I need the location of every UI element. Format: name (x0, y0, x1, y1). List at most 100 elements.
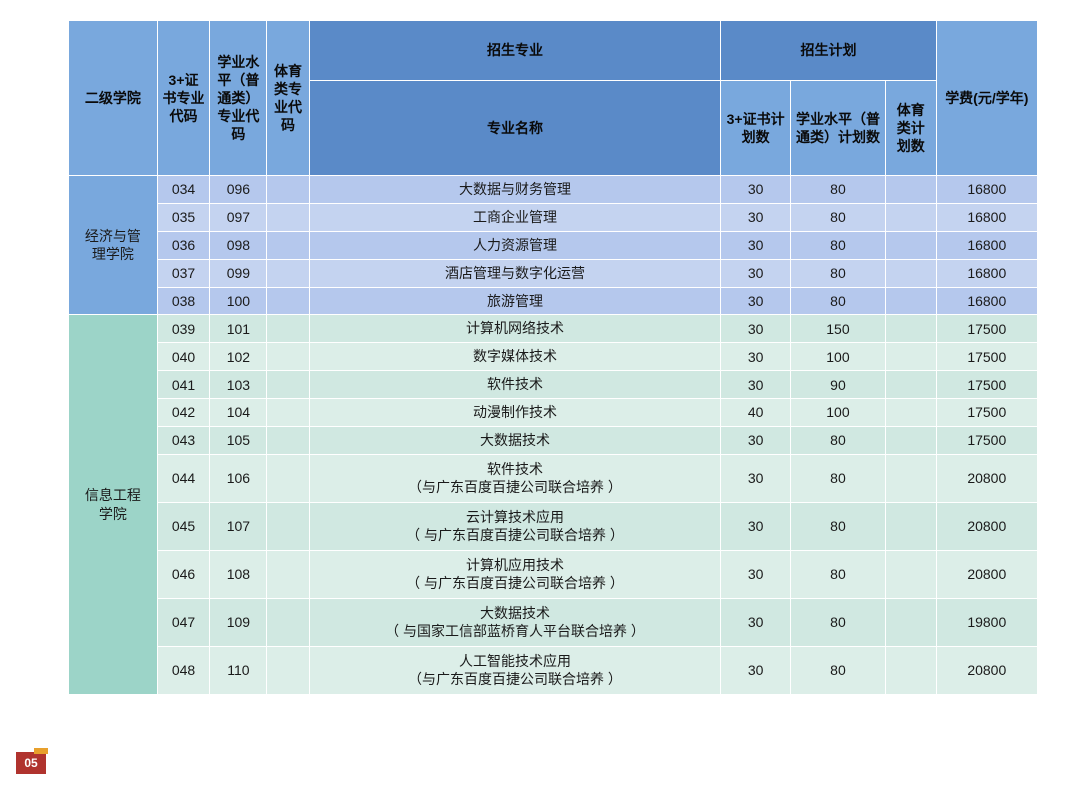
planAcad-cell: 80 (790, 176, 885, 204)
column-header: 体育类计划数 (885, 81, 936, 176)
planAcad-cell: 80 (790, 598, 885, 646)
code3-cell: 035 (157, 203, 210, 231)
column-header: 专业名称 (309, 81, 721, 176)
college-cell: 经济与管理学院 (69, 176, 158, 315)
codeAcad-cell: 100 (210, 287, 267, 315)
fee-cell: 20800 (936, 454, 1037, 502)
code3-cell: 041 (157, 371, 210, 399)
codeAcad-cell: 098 (210, 231, 267, 259)
plan3-cell: 30 (721, 371, 791, 399)
table-row: 038100旅游管理308016800 (69, 287, 1038, 315)
code3-cell: 048 (157, 646, 210, 694)
planPE-cell (885, 371, 936, 399)
column-header: 学业水平（普通类）专业代码 (210, 21, 267, 176)
plan3-cell: 40 (721, 399, 791, 427)
codeAcad-cell: 108 (210, 550, 267, 598)
fee-cell: 20800 (936, 646, 1037, 694)
code3-cell: 040 (157, 343, 210, 371)
code3-cell: 038 (157, 287, 210, 315)
planAcad-cell: 80 (790, 287, 885, 315)
table-row: 046108计算机应用技术（ 与广东百度百捷公司联合培养 ）308020800 (69, 550, 1038, 598)
plan3-cell: 30 (721, 646, 791, 694)
plan3-cell: 30 (721, 259, 791, 287)
planPE-cell (885, 287, 936, 315)
plan3-cell: 30 (721, 176, 791, 204)
plan3-cell: 30 (721, 502, 791, 550)
codePE-cell (267, 315, 309, 343)
table-row: 经济与管理学院034096大数据与财务管理308016800 (69, 176, 1038, 204)
planAcad-cell: 100 (790, 399, 885, 427)
codePE-cell (267, 287, 309, 315)
codePE-cell (267, 427, 309, 455)
major-name-cell: 人力资源管理 (309, 231, 721, 259)
codePE-cell (267, 550, 309, 598)
major-name-cell: 数字媒体技术 (309, 343, 721, 371)
major-name-cell: 大数据技术 (309, 427, 721, 455)
code3-cell: 036 (157, 231, 210, 259)
planAcad-cell: 80 (790, 259, 885, 287)
planPE-cell (885, 176, 936, 204)
planPE-cell (885, 399, 936, 427)
column-header: 招生计划 (721, 21, 936, 81)
fee-cell: 17500 (936, 427, 1037, 455)
codePE-cell (267, 454, 309, 502)
major-name-cell: 软件技术（与广东百度百捷公司联合培养 ） (309, 454, 721, 502)
major-name-cell: 酒店管理与数字化运营 (309, 259, 721, 287)
planAcad-cell: 80 (790, 550, 885, 598)
fee-cell: 20800 (936, 502, 1037, 550)
codeAcad-cell: 104 (210, 399, 267, 427)
codeAcad-cell: 106 (210, 454, 267, 502)
planAcad-cell: 80 (790, 427, 885, 455)
fee-cell: 17500 (936, 315, 1037, 343)
code3-cell: 039 (157, 315, 210, 343)
major-name-cell: 大数据技术（ 与国家工信部蓝桥育人平台联合培养 ） (309, 598, 721, 646)
fee-cell: 17500 (936, 399, 1037, 427)
college-cell: 信息工程学院 (69, 315, 158, 694)
code3-cell: 043 (157, 427, 210, 455)
page: 二级学院3+证书专业代码学业水平（普通类）专业代码体育类专业代码招生专业招生计划… (0, 0, 1080, 790)
planAcad-cell: 80 (790, 231, 885, 259)
admissions-table: 二级学院3+证书专业代码学业水平（普通类）专业代码体育类专业代码招生专业招生计划… (68, 20, 1038, 695)
table-row: 043105大数据技术308017500 (69, 427, 1038, 455)
column-header: 学业水平（普通类）计划数 (790, 81, 885, 176)
codeAcad-cell: 109 (210, 598, 267, 646)
code3-cell: 034 (157, 176, 210, 204)
planPE-cell (885, 427, 936, 455)
fee-cell: 16800 (936, 287, 1037, 315)
code3-cell: 037 (157, 259, 210, 287)
planPE-cell (885, 315, 936, 343)
major-name-cell: 人工智能技术应用（与广东百度百捷公司联合培养 ） (309, 646, 721, 694)
table-row: 041103软件技术309017500 (69, 371, 1038, 399)
codePE-cell (267, 203, 309, 231)
planAcad-cell: 80 (790, 203, 885, 231)
fee-cell: 17500 (936, 343, 1037, 371)
planPE-cell (885, 343, 936, 371)
column-header: 体育类专业代码 (267, 21, 309, 176)
table-row: 048110人工智能技术应用（与广东百度百捷公司联合培养 ）308020800 (69, 646, 1038, 694)
page-number-badge: 05 (16, 752, 46, 774)
planPE-cell (885, 598, 936, 646)
codeAcad-cell: 102 (210, 343, 267, 371)
plan3-cell: 30 (721, 550, 791, 598)
major-name-cell: 工商企业管理 (309, 203, 721, 231)
fee-cell: 17500 (936, 371, 1037, 399)
table-row: 040102数字媒体技术3010017500 (69, 343, 1038, 371)
table-row: 042104动漫制作技术4010017500 (69, 399, 1038, 427)
codePE-cell (267, 343, 309, 371)
planPE-cell (885, 550, 936, 598)
table-row: 036098人力资源管理308016800 (69, 231, 1038, 259)
code3-cell: 047 (157, 598, 210, 646)
major-name-cell: 计算机应用技术（ 与广东百度百捷公司联合培养 ） (309, 550, 721, 598)
major-name-cell: 计算机网络技术 (309, 315, 721, 343)
major-name-cell: 旅游管理 (309, 287, 721, 315)
table-row: 047109大数据技术（ 与国家工信部蓝桥育人平台联合培养 ）308019800 (69, 598, 1038, 646)
column-header: 二级学院 (69, 21, 158, 176)
code3-cell: 045 (157, 502, 210, 550)
table-row: 037099酒店管理与数字化运营308016800 (69, 259, 1038, 287)
fee-cell: 19800 (936, 598, 1037, 646)
fee-cell: 16800 (936, 203, 1037, 231)
table-row: 045107云计算技术应用（ 与广东百度百捷公司联合培养 ）308020800 (69, 502, 1038, 550)
codePE-cell (267, 259, 309, 287)
table-row: 035097工商企业管理308016800 (69, 203, 1038, 231)
code3-cell: 044 (157, 454, 210, 502)
